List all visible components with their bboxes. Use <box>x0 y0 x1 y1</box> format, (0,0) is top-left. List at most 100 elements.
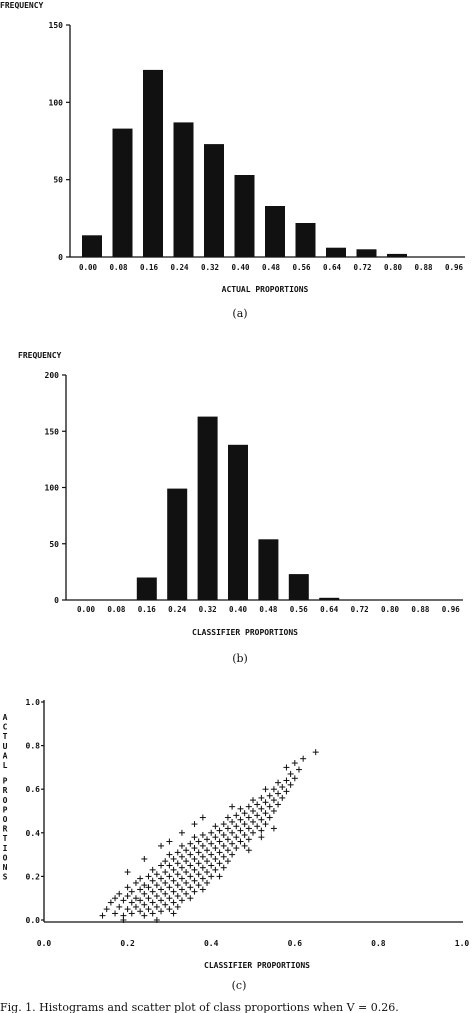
point-c-147 <box>245 814 252 821</box>
point-c-77 <box>187 895 194 902</box>
point-c-71 <box>178 842 185 849</box>
xtick-label-a-11: 0.88 <box>414 263 433 272</box>
point-c-49 <box>166 906 173 913</box>
point-c-15 <box>132 903 139 910</box>
point-c-112 <box>212 845 219 852</box>
point-c-169 <box>275 801 282 808</box>
point-c-175 <box>283 777 290 784</box>
xtick-label-c-2: 0.4 <box>204 939 219 948</box>
ylabel-c-char-5: L <box>3 761 8 770</box>
point-c-47 <box>162 869 169 876</box>
point-c-138 <box>237 827 244 834</box>
point-c-41 <box>158 886 165 893</box>
point-c-94 <box>199 886 206 893</box>
point-c-43 <box>158 862 165 869</box>
xtick-label-a-4: 0.32 <box>201 263 219 272</box>
ylabel-c-char-11: O <box>3 815 8 824</box>
point-c-64 <box>174 860 181 867</box>
point-c-1 <box>103 906 110 913</box>
point-c-198 <box>262 786 269 793</box>
point-c-18 <box>137 908 144 915</box>
ylabel-b: FREQUENCY <box>18 351 62 360</box>
point-c-33 <box>149 877 156 884</box>
point-c-116 <box>216 849 223 856</box>
point-c-166 <box>270 808 277 814</box>
xtick-label-c-0: 0.0 <box>37 939 52 948</box>
ylabel-c-char-7: P <box>3 777 8 786</box>
point-c-73 <box>183 879 190 886</box>
point-c-86 <box>191 855 198 862</box>
ylabel-c-char-13: T <box>3 834 8 843</box>
point-c-57 <box>170 877 177 884</box>
xtick-label-a-7: 0.56 <box>292 263 311 272</box>
xtick-label-a-9: 0.72 <box>353 263 371 272</box>
point-c-125 <box>224 847 231 854</box>
point-c-58 <box>170 866 177 873</box>
xtick-label-b-11: 0.88 <box>411 605 430 614</box>
point-c-158 <box>258 805 265 812</box>
point-c-123 <box>220 821 227 828</box>
ytick-label-b-4: 200 <box>45 371 60 380</box>
point-c-40 <box>158 897 165 904</box>
xtick-label-b-1: 0.08 <box>107 605 126 614</box>
point-c-59 <box>170 855 177 862</box>
point-c-93 <box>195 838 202 845</box>
point-c-34 <box>149 866 156 873</box>
point-c-76 <box>183 847 190 854</box>
point-c-67 <box>178 886 185 893</box>
bar-a-2 <box>143 69 163 258</box>
point-c-151 <box>250 808 256 814</box>
point-c-36 <box>153 893 160 900</box>
point-c-6 <box>116 890 123 897</box>
point-c-81 <box>187 851 194 858</box>
point-c-124 <box>224 858 231 865</box>
ytick-label-b-0: 0 <box>54 596 59 605</box>
point-c-161 <box>262 810 269 817</box>
xtick-label-b-7: 0.56 <box>290 605 309 614</box>
point-c-27 <box>145 895 152 902</box>
point-c-132 <box>229 818 236 825</box>
point-c-103 <box>204 847 211 854</box>
point-c-108 <box>208 840 215 847</box>
point-c-152 <box>250 797 256 804</box>
ytick-label-a-0: 0 <box>58 253 63 262</box>
bars-a <box>82 69 407 258</box>
point-c-54 <box>166 851 173 858</box>
xtick-label-a-1: 0.08 <box>109 263 128 272</box>
point-c-17 <box>132 879 139 886</box>
point-c-60 <box>174 903 181 910</box>
point-c-56 <box>170 888 177 895</box>
point-c-199 <box>166 838 173 845</box>
bar-a-8 <box>326 247 346 257</box>
point-c-14 <box>128 888 135 895</box>
point-c-131 <box>229 829 236 836</box>
point-c-70 <box>178 853 185 860</box>
xtick-label-b-5: 0.40 <box>229 605 248 614</box>
point-c-104 <box>204 836 211 843</box>
point-c-126 <box>224 836 231 843</box>
xtick-label-b-0: 0.00 <box>77 605 96 614</box>
point-c-186 <box>270 825 277 832</box>
xtick-label-a-5: 0.40 <box>231 263 250 272</box>
xtick-label-b-12: 0.96 <box>442 605 461 614</box>
point-c-188 <box>178 829 185 836</box>
point-c-16 <box>132 895 139 902</box>
xticks-c: 0.0 0.2 0.4 0.6 0.8 1.0 <box>37 939 470 948</box>
point-c-118 <box>216 827 223 834</box>
ytick-label-c-2: 0.4 <box>26 829 41 838</box>
ylabel-c-char-17: S <box>3 873 8 882</box>
yticks-c: 0.0 0.2 0.4 0.6 0.8 1.0 <box>26 698 44 925</box>
ytick-label-c-0: 0.0 <box>26 916 41 925</box>
point-c-156 <box>258 827 265 834</box>
point-c-189 <box>141 855 148 862</box>
point-c-181 <box>295 766 302 773</box>
point-c-39 <box>158 908 165 915</box>
yticks-a: 0 50 100 150 <box>49 21 70 262</box>
xtick-label-b-3: 0.24 <box>168 605 187 614</box>
bar-a-3 <box>173 122 194 258</box>
panel-label-b: (b) <box>232 652 248 665</box>
point-c-162 <box>262 799 269 806</box>
point-c-111 <box>212 855 219 862</box>
point-c-142 <box>241 831 248 838</box>
